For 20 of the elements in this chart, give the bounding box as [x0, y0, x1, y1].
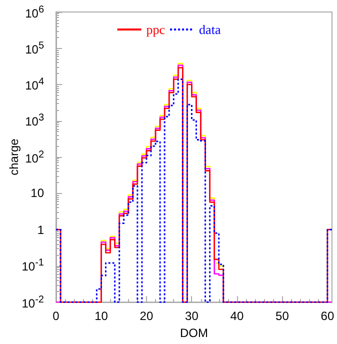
y-tick-label: 10$^{5}$: [25, 39, 44, 56]
legend-label: data: [199, 22, 221, 37]
y-tick-label: 10$^{2}$: [25, 148, 44, 166]
x-tick-label: 20: [140, 309, 154, 324]
x-tick-label: 50: [276, 309, 290, 324]
legend-label: ppc: [146, 22, 166, 37]
y-tick-label: 10$^{-1}$: [22, 256, 44, 274]
x-tick-label: 60: [320, 309, 334, 324]
y-tick-label: 1: [37, 222, 44, 237]
y-tick-label: 10: [30, 186, 44, 200]
y-axis-title: charge: [7, 138, 21, 176]
x-axis-title: DOM: [180, 326, 208, 340]
y-tick-label: 10$^{4}$: [25, 76, 44, 93]
y-tick-label: 10$^{3}$: [25, 112, 44, 129]
x-tick-label: 40: [230, 309, 244, 324]
y-tick-label: 10$^{-2}$: [22, 293, 44, 310]
y-tick-label: 10$^{6}$: [25, 3, 44, 20]
x-tick-label: 30: [185, 309, 199, 324]
x-tick-label: 0: [52, 309, 60, 324]
x-tick-label: 10: [94, 309, 108, 324]
